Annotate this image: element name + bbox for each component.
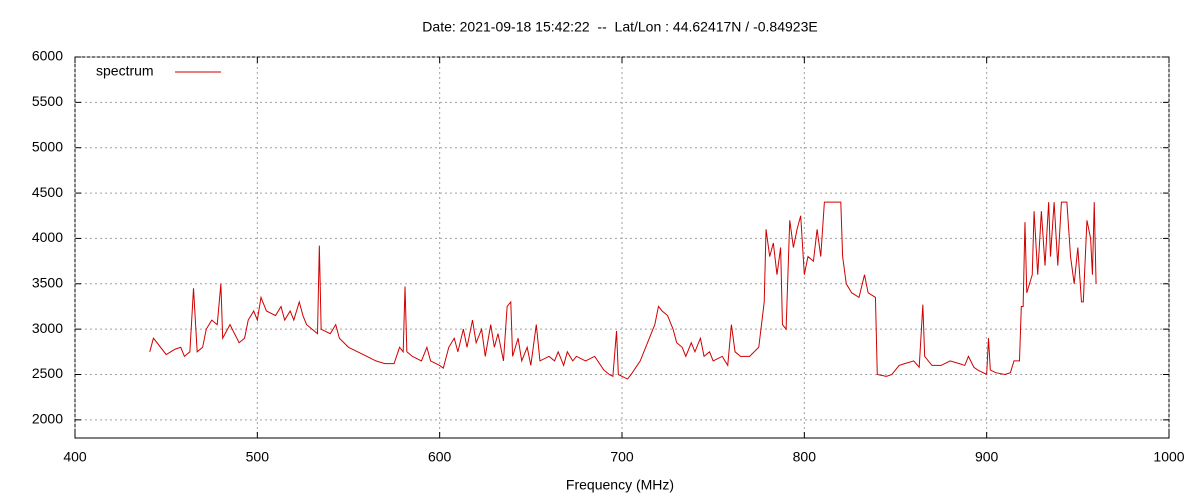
x-tick-label: 700 — [610, 449, 634, 465]
x-tick-label: 500 — [246, 449, 270, 465]
y-tick-label: 3500 — [32, 274, 63, 290]
legend-label: spectrum — [96, 63, 154, 79]
x-axis-label: Frequency (MHz) — [566, 477, 674, 493]
y-tick-label: 2000 — [32, 411, 63, 427]
x-tick-label: 600 — [428, 449, 452, 465]
y-tick-label: 5500 — [32, 93, 63, 109]
y-tick-label: 4500 — [32, 184, 63, 200]
y-tick-label: 6000 — [32, 48, 63, 64]
spectrum-line — [149, 201, 1097, 380]
x-tick-label: 400 — [63, 449, 87, 465]
x-tick-label: 800 — [793, 449, 817, 465]
x-tick-label: 1000 — [1153, 449, 1184, 465]
y-tick-label: 2500 — [32, 365, 63, 381]
y-tick-label: 4000 — [32, 229, 63, 245]
chart-title: Date: 2021-09-18 15:42:22 -- Lat/Lon : 4… — [422, 19, 817, 35]
y-tick-label: 3000 — [32, 320, 63, 336]
y-tick-label: 5000 — [32, 138, 63, 154]
x-tick-label: 900 — [975, 449, 999, 465]
